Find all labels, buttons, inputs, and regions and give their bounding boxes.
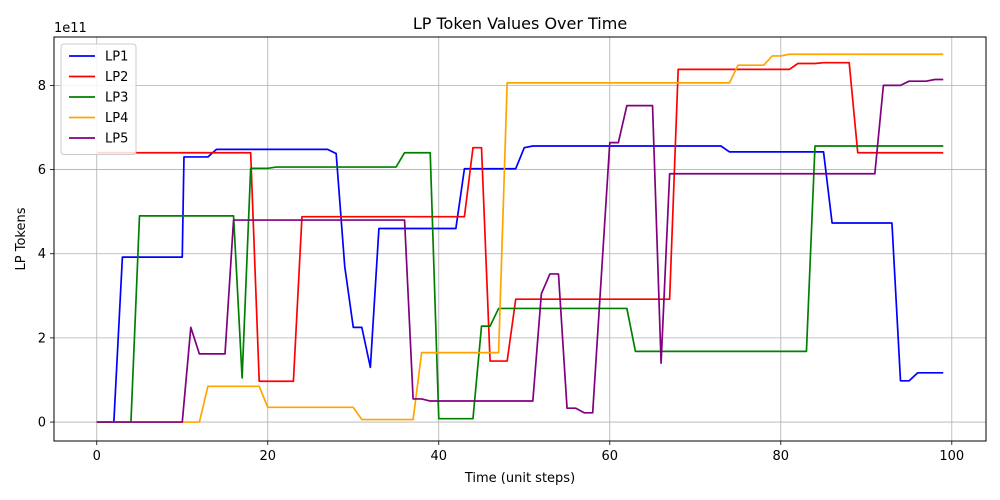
- x-axis-label: Time (unit steps): [464, 471, 575, 486]
- plot-frame: [53, 36, 987, 442]
- x-tick-label: 20: [259, 449, 276, 464]
- legend: LP1 LP2 LP3 LP4 LP5: [60, 43, 137, 155]
- x-tick-label: 0: [93, 449, 101, 464]
- y-tick-label: 4: [38, 247, 46, 262]
- series-line-lp1: [96, 145, 944, 423]
- x-tick-label: 40: [430, 449, 447, 464]
- legend-label: LP2: [105, 70, 128, 85]
- y-tick-label: 0: [38, 416, 46, 431]
- y-axis-offset-label: 1e11: [54, 21, 87, 36]
- series-lines: [96, 53, 944, 423]
- y-axis-label: LP Tokens: [14, 207, 29, 270]
- legend-label: LP1: [105, 50, 128, 65]
- series-line-lp3: [96, 145, 944, 423]
- series-line-lp2: [96, 61, 944, 383]
- x-tick-label: 80: [773, 449, 790, 464]
- legend-label: LP4: [105, 111, 128, 126]
- y-axis-ticks: 0 2 4 6 8: [38, 79, 54, 431]
- y-tick-label: 8: [38, 79, 46, 94]
- grid: [54, 37, 986, 441]
- x-tick-label: 60: [602, 449, 619, 464]
- legend-label: LP3: [105, 91, 128, 106]
- y-tick-label: 2: [38, 331, 46, 346]
- chart-title: LP Token Values Over Time: [413, 14, 627, 33]
- y-tick-label: 6: [38, 163, 46, 178]
- series-line-lp5: [96, 78, 944, 423]
- legend-label: LP5: [105, 132, 128, 147]
- series-line-lp4: [96, 53, 944, 423]
- x-axis-ticks: 0 20 40 60 80 100: [93, 441, 964, 464]
- legend-box: [60, 43, 137, 155]
- x-tick-label: 100: [939, 449, 964, 464]
